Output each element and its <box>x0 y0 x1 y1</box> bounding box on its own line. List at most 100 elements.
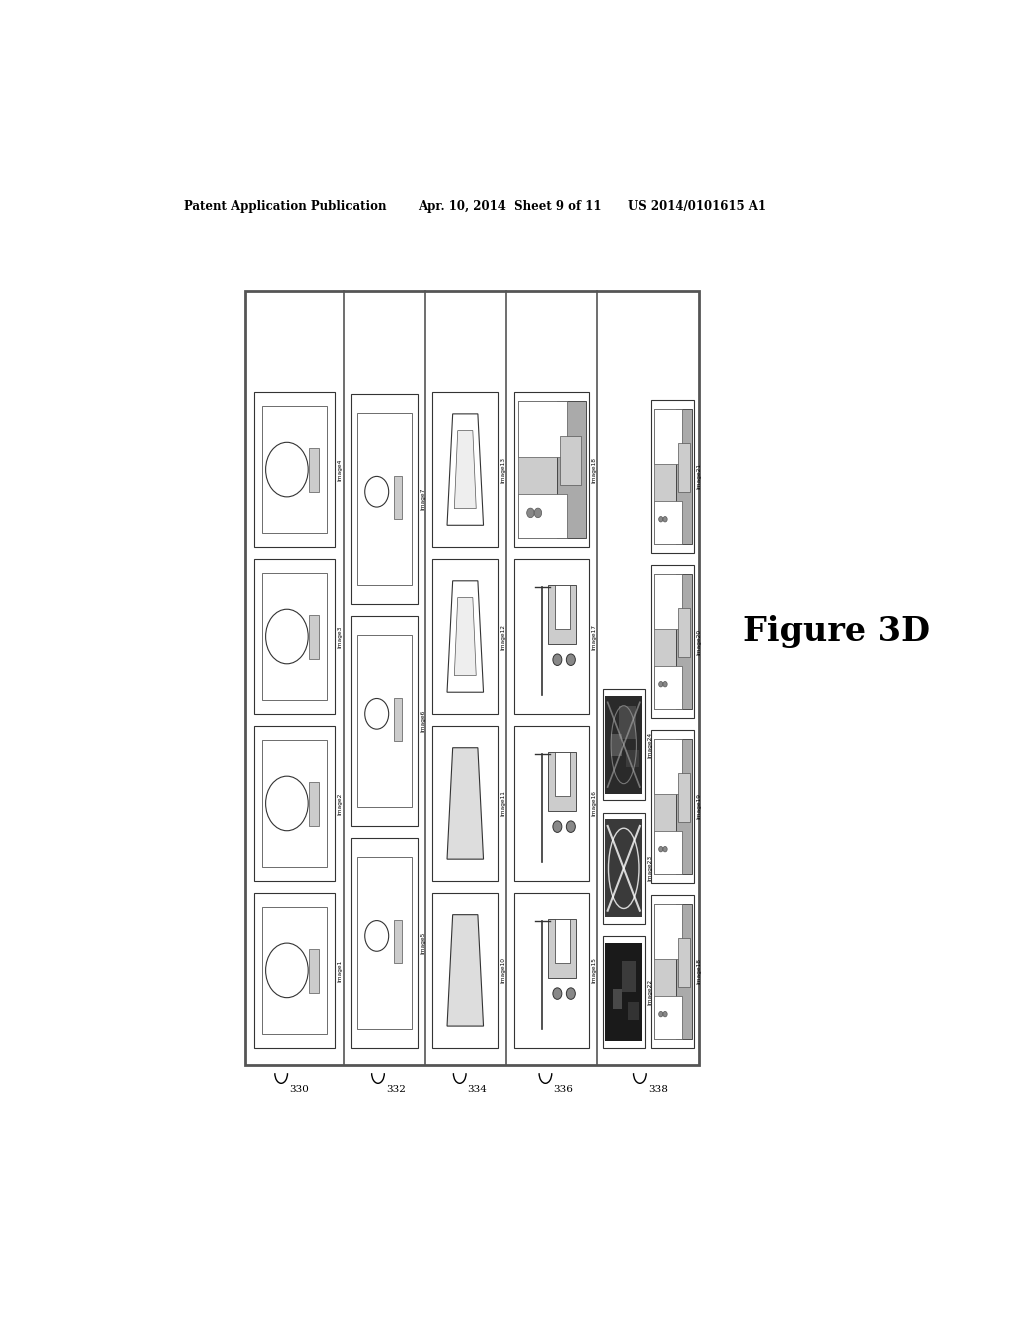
Text: Image19: Image19 <box>696 793 701 820</box>
Bar <box>518 401 567 457</box>
Bar <box>651 730 694 883</box>
Text: Image5: Image5 <box>420 932 425 954</box>
Text: 330: 330 <box>289 1085 309 1094</box>
Circle shape <box>365 698 389 729</box>
Bar <box>254 392 335 546</box>
Bar <box>560 436 582 484</box>
Bar <box>676 739 692 874</box>
Bar <box>262 407 327 533</box>
Bar <box>548 586 577 644</box>
Text: US 2014/0101615 A1: US 2014/0101615 A1 <box>628 199 766 213</box>
Bar <box>309 615 319 660</box>
Polygon shape <box>447 915 483 1026</box>
Text: Figure 3D: Figure 3D <box>743 615 930 648</box>
Bar <box>254 726 335 880</box>
Text: Image23: Image23 <box>647 855 652 882</box>
Polygon shape <box>455 430 476 508</box>
Bar <box>357 857 412 1028</box>
Bar <box>514 392 589 546</box>
Bar <box>394 698 401 742</box>
Bar <box>676 574 692 709</box>
Bar <box>557 401 586 537</box>
Bar <box>246 290 699 1065</box>
Text: Image22: Image22 <box>647 979 652 1005</box>
Circle shape <box>365 920 389 952</box>
Circle shape <box>535 508 542 517</box>
Circle shape <box>265 942 308 998</box>
Bar <box>654 739 682 874</box>
Circle shape <box>658 516 663 521</box>
Bar <box>514 560 589 714</box>
Text: Image6: Image6 <box>420 710 425 731</box>
Bar <box>654 574 682 709</box>
Bar <box>678 772 689 821</box>
Bar <box>654 574 682 630</box>
Polygon shape <box>447 581 483 692</box>
Text: Image7: Image7 <box>420 487 425 510</box>
Bar <box>651 895 694 1048</box>
Bar <box>432 726 499 880</box>
Text: Image12: Image12 <box>501 623 506 649</box>
Bar <box>394 477 401 519</box>
Bar <box>602 689 645 800</box>
Text: Image13: Image13 <box>501 457 506 483</box>
Circle shape <box>553 987 562 999</box>
Bar <box>351 615 418 825</box>
Circle shape <box>265 776 308 830</box>
Bar <box>309 447 319 492</box>
Bar <box>262 907 327 1034</box>
Bar <box>357 413 412 585</box>
Text: Image18: Image18 <box>591 457 596 483</box>
Text: Image1: Image1 <box>337 960 342 982</box>
Bar <box>602 813 645 924</box>
Bar <box>514 726 589 880</box>
Polygon shape <box>447 747 483 859</box>
Text: Image21: Image21 <box>696 463 701 490</box>
Bar <box>611 734 622 756</box>
Bar <box>676 904 692 1039</box>
Bar <box>555 919 570 962</box>
Bar <box>254 560 335 714</box>
Bar <box>518 494 567 537</box>
Bar <box>548 919 577 978</box>
Text: Image3: Image3 <box>337 626 342 648</box>
Bar <box>654 409 682 465</box>
Circle shape <box>663 846 668 851</box>
Bar <box>262 573 327 700</box>
Bar <box>654 830 682 874</box>
Bar <box>351 393 418 603</box>
Text: Image18: Image18 <box>696 958 701 985</box>
Text: Image17: Image17 <box>591 623 596 649</box>
Bar <box>605 942 642 1041</box>
Bar <box>628 1002 639 1020</box>
Polygon shape <box>455 598 476 676</box>
Bar <box>605 820 642 917</box>
Text: Image16: Image16 <box>591 791 596 816</box>
Bar <box>432 560 499 714</box>
Circle shape <box>566 653 575 665</box>
Circle shape <box>566 987 575 999</box>
Circle shape <box>663 681 668 686</box>
Bar <box>654 665 682 709</box>
Circle shape <box>566 821 575 833</box>
Circle shape <box>526 508 535 517</box>
Bar <box>654 904 682 960</box>
Bar <box>654 739 682 795</box>
Bar <box>678 607 689 657</box>
Text: 338: 338 <box>648 1085 668 1094</box>
Bar <box>654 904 682 1039</box>
Bar <box>626 750 639 767</box>
Circle shape <box>553 821 562 833</box>
Bar <box>518 401 567 537</box>
Text: Image24: Image24 <box>647 731 652 758</box>
Text: 332: 332 <box>386 1085 406 1094</box>
Bar <box>351 838 418 1048</box>
Text: 336: 336 <box>553 1085 573 1094</box>
Bar <box>262 741 327 867</box>
Bar <box>651 565 694 718</box>
Circle shape <box>265 442 308 496</box>
Circle shape <box>663 1011 668 1016</box>
Text: Image4: Image4 <box>337 458 342 480</box>
Bar <box>394 920 401 964</box>
Bar <box>555 752 570 796</box>
